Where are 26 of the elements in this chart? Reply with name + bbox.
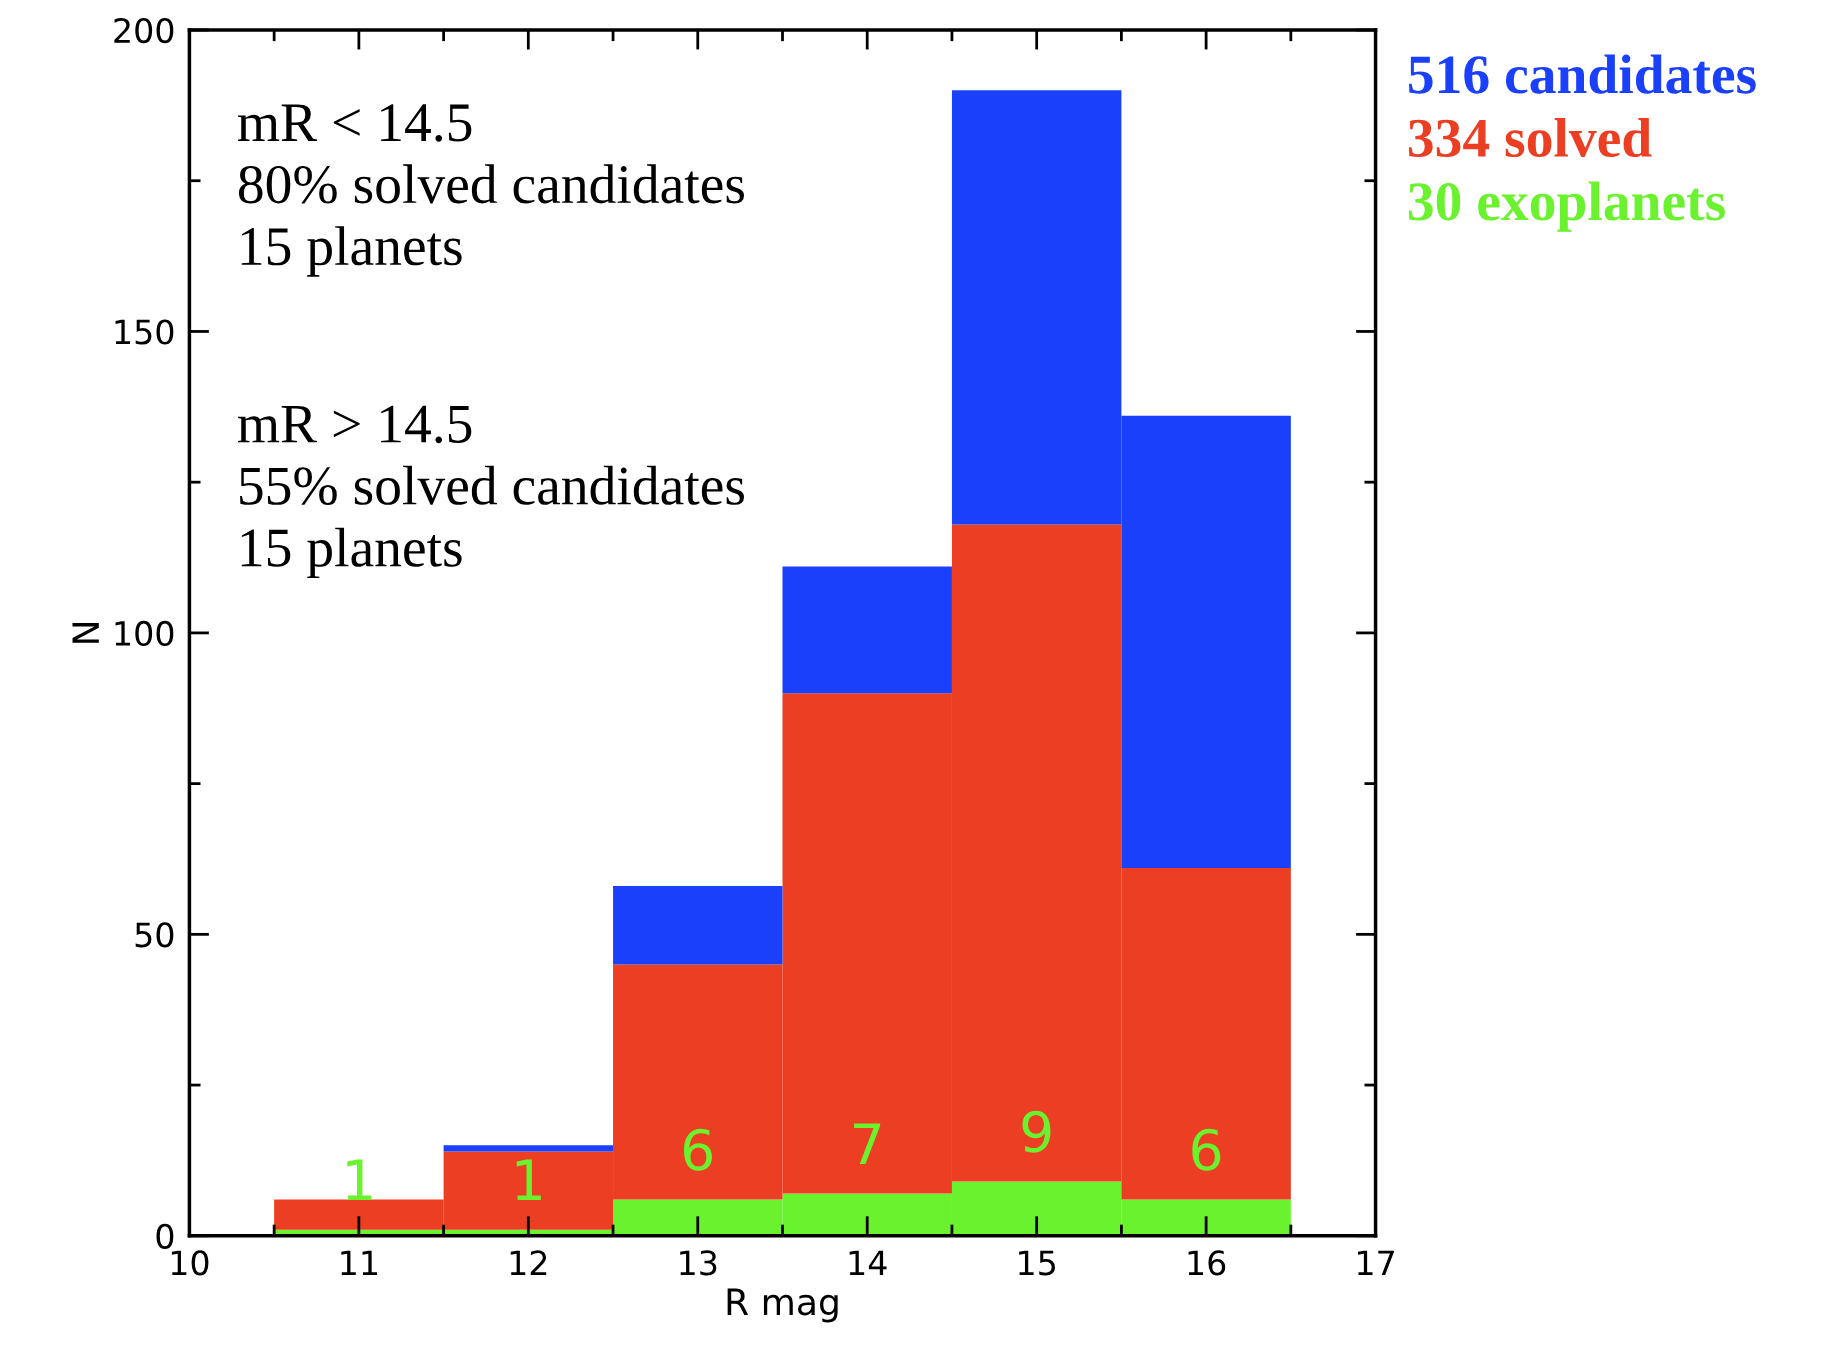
data-label: 6 [1192, 1128, 1221, 1171]
text: 334 solved [1408, 117, 1652, 158]
y-tick-label: 150 [115, 319, 174, 345]
text: 516 candidates [1409, 54, 1756, 94]
x-tick-label: 15 [1019, 1250, 1055, 1276]
data-label: 1 [347, 1159, 372, 1201]
x-tick-label: 12 [510, 1250, 547, 1275]
y-tick-label: 50 [135, 922, 174, 948]
x-tick-label: 13 [680, 1250, 717, 1276]
x-tick-label: 17 [1358, 1250, 1394, 1275]
annotation: mR < 14.5 80% solved candidates 15 planets [238, 104, 744, 277]
x-axis-title: R mag [727, 1288, 838, 1323]
y-tick-label: 100 [115, 620, 174, 647]
x-tick-label: 14 [849, 1250, 887, 1275]
x-tick-label: 16 [1188, 1250, 1226, 1276]
y-tick-label: 0 [156, 1223, 174, 1249]
y-axis-title: N [72, 622, 99, 643]
x-tick-label: 10 [171, 1250, 209, 1276]
data-label: 6 [683, 1128, 712, 1171]
text: 30 exoplanets [1408, 181, 1725, 232]
y-tick-label: 200 [114, 17, 174, 44]
data-label: 1 [516, 1159, 541, 1201]
x-tick-label: 11 [341, 1250, 377, 1275]
data-label: 7 [854, 1123, 881, 1164]
data-label: 9 [1022, 1110, 1051, 1153]
annotation: mR > 14.5 55% solved candidates 15 planets [238, 405, 744, 579]
